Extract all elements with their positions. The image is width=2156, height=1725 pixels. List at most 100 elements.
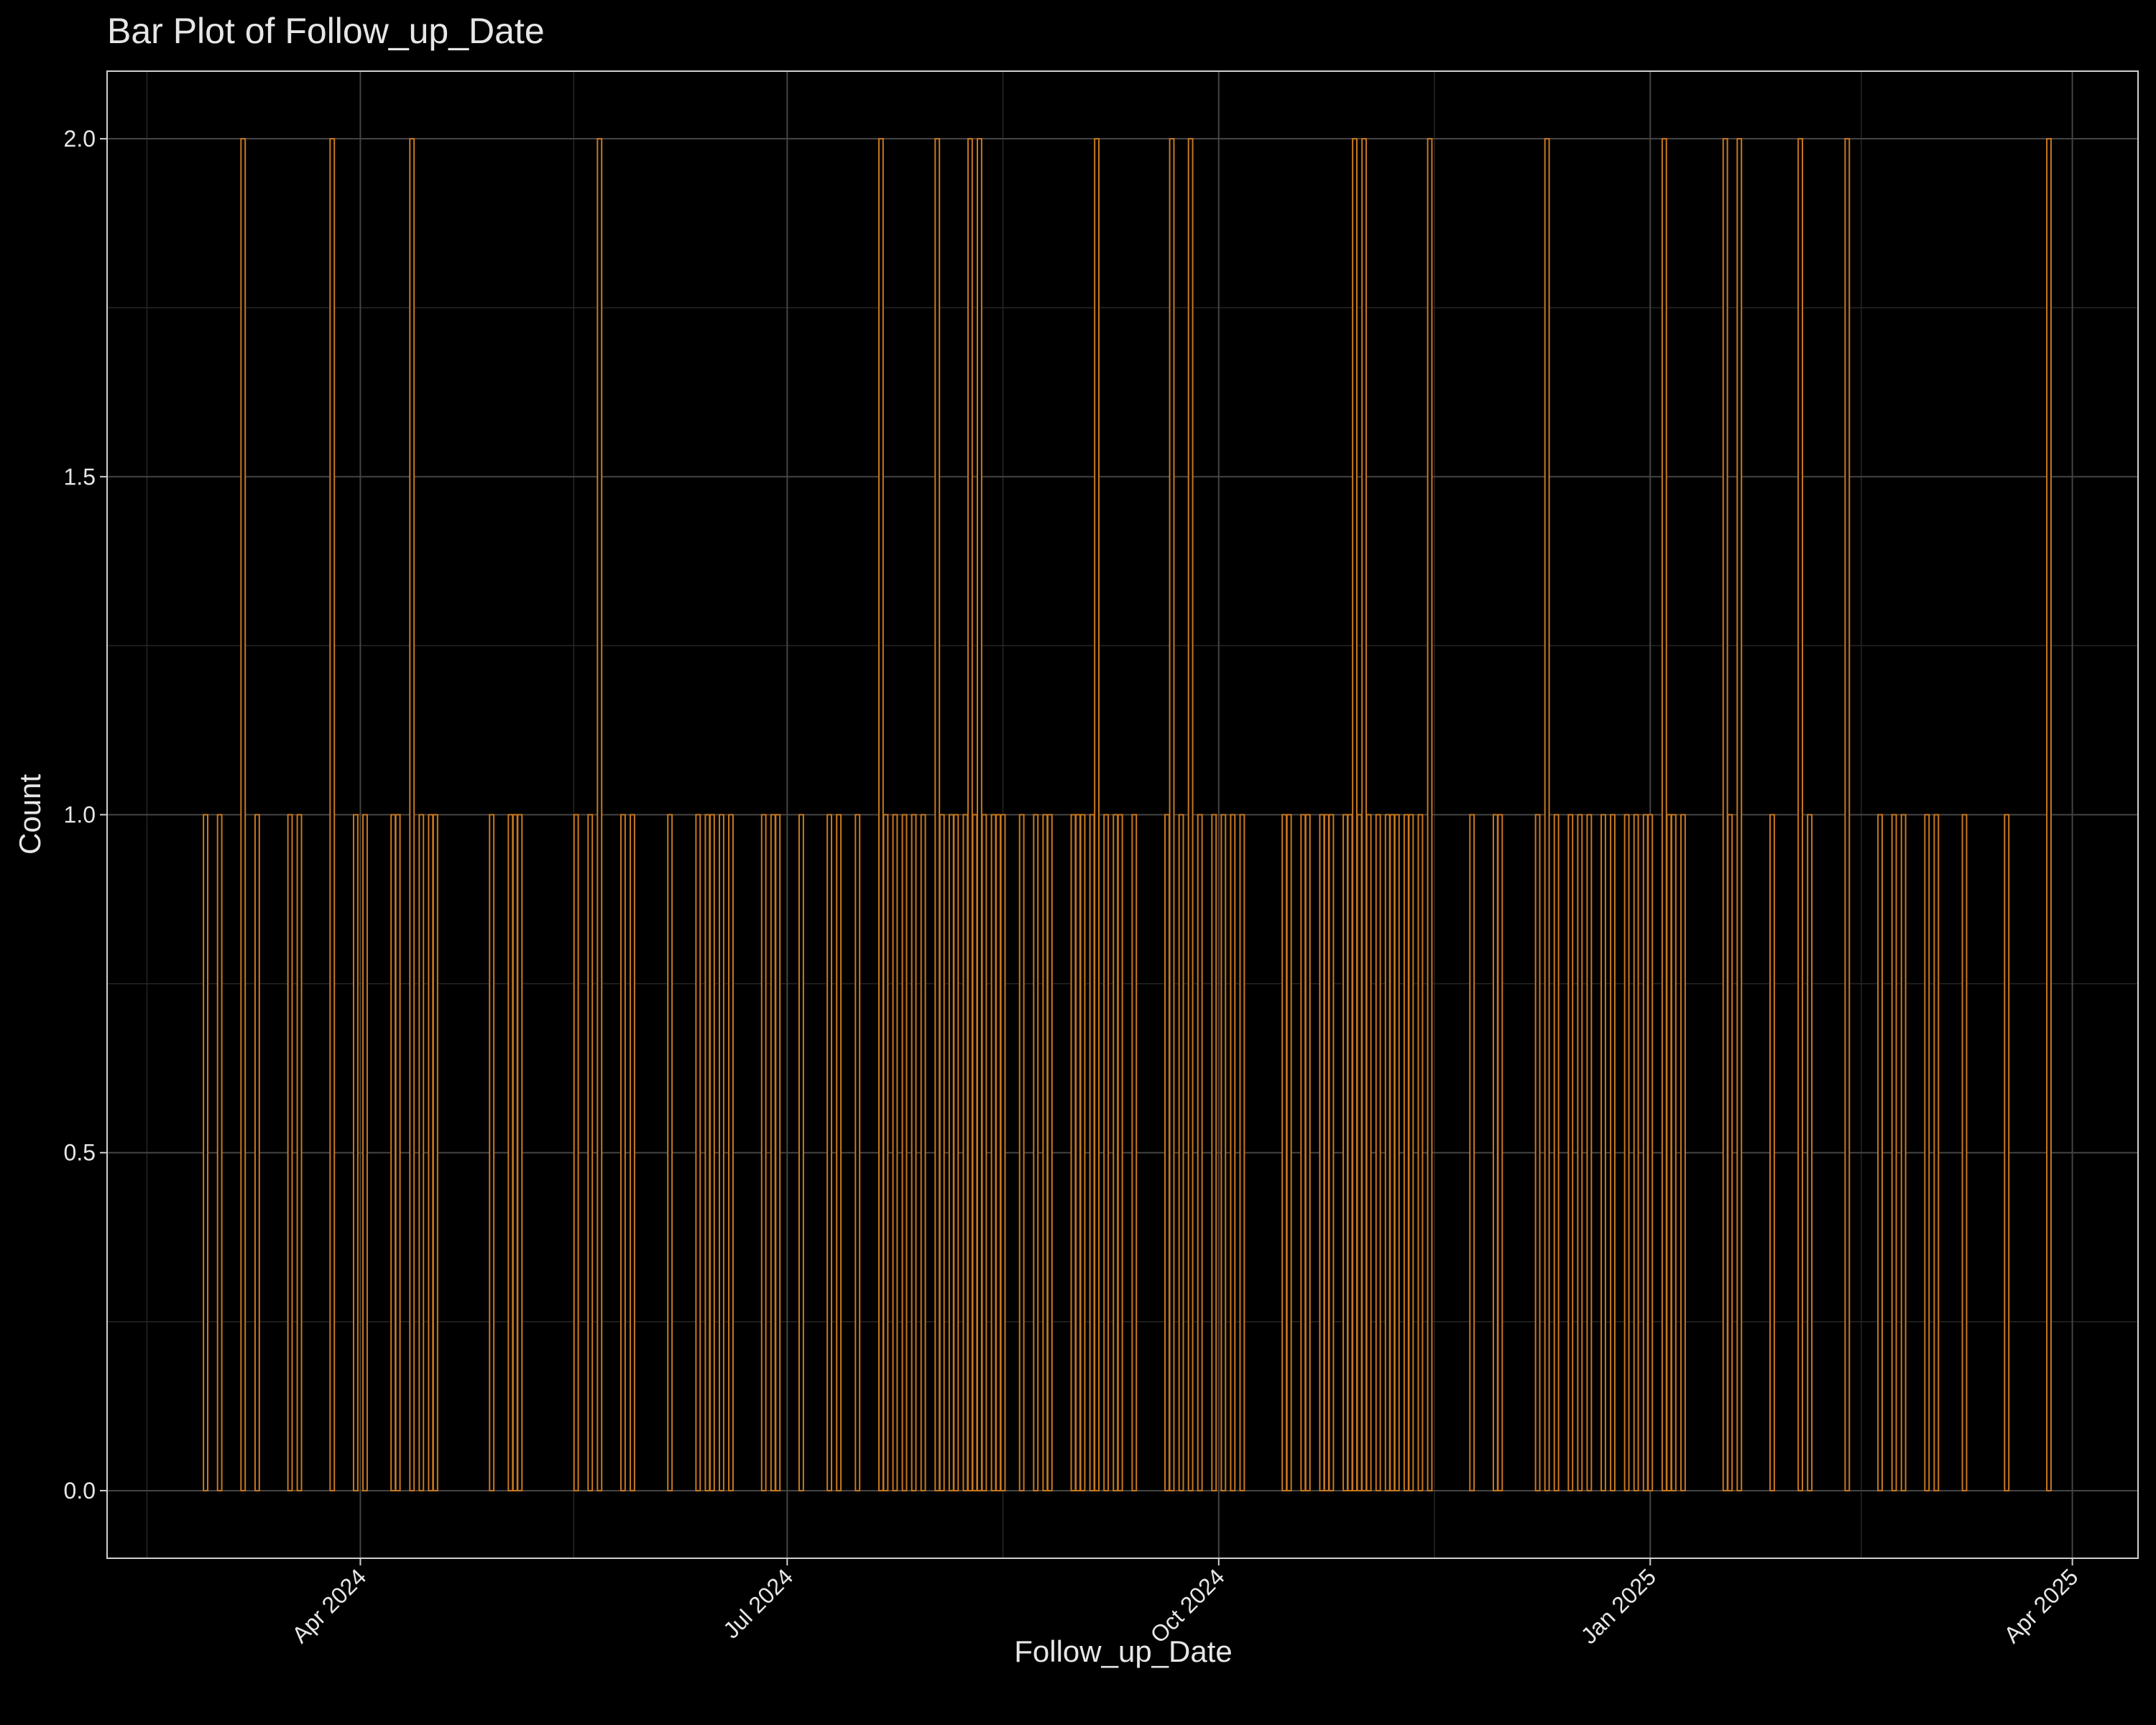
bar [409,138,415,1491]
bar [418,814,425,1491]
bar [995,814,1001,1491]
bar [1553,814,1560,1491]
bar [990,814,997,1491]
bar [1769,814,1775,1491]
bar [1623,814,1630,1491]
bar [1230,814,1236,1491]
bar [1797,138,1804,1491]
bar [1497,814,1503,1491]
bar [1891,814,1897,1491]
bar [1211,814,1217,1491]
bar [883,814,889,1491]
bar [972,814,978,1491]
bar [1567,814,1574,1491]
bar [1187,138,1194,1491]
bar [507,814,514,1491]
y-tick-label: 1.5 [64,464,96,489]
bar [1600,814,1606,1491]
bar [216,814,223,1491]
bar [1042,814,1049,1491]
bar [1352,138,1358,1491]
bar [1680,814,1686,1491]
bar [667,814,673,1491]
bar [329,138,336,1491]
bar [1933,814,1940,1491]
bar [1033,814,1039,1491]
bar [1393,814,1400,1491]
bar [709,814,715,1491]
bar [619,814,626,1491]
bar [2046,138,2052,1491]
y-tick-label: 2.0 [64,126,96,152]
bar [1403,814,1409,1491]
bar [1727,814,1733,1491]
bar [728,814,734,1491]
bar [695,814,701,1491]
bar [362,814,368,1491]
bar [953,814,959,1491]
bar [1220,814,1227,1491]
bar [1661,138,1667,1491]
bar [1666,814,1672,1491]
y-tick-label: 0.5 [64,1140,96,1166]
bar [1469,814,1475,1491]
bar [1112,814,1119,1491]
bar [1018,814,1025,1491]
bar [1722,138,1728,1491]
bar [760,814,767,1491]
bar [934,138,941,1491]
bar [1094,138,1100,1491]
bar [911,814,917,1491]
bar [1117,814,1123,1491]
bar [877,138,884,1491]
bar [1075,814,1081,1491]
bar [1384,814,1391,1491]
bar [1239,814,1245,1491]
bar [240,138,247,1491]
bar [826,814,833,1491]
bar [1131,814,1138,1491]
bar [1417,814,1424,1491]
bar [1000,814,1006,1491]
bar [1492,814,1498,1491]
bar [1089,814,1095,1491]
bar [1304,814,1311,1491]
bar [2004,814,2010,1491]
bar [1610,814,1616,1491]
bar [977,138,982,1491]
bar [1544,138,1550,1491]
bar [1586,814,1593,1491]
bar [1169,138,1175,1491]
bar [1633,814,1639,1491]
bar [352,814,359,1491]
bar [489,814,495,1491]
bar [1347,814,1353,1491]
bar [428,814,434,1491]
bar [1736,138,1743,1491]
y-axis-label: Count [13,774,47,855]
bar [1356,814,1363,1491]
bar [854,814,861,1491]
bar [587,814,594,1491]
bar [1807,814,1813,1491]
bar [287,814,293,1491]
bar [775,814,781,1491]
bar [1070,814,1077,1491]
bar [1103,814,1110,1491]
bar [798,814,804,1491]
bar [939,814,945,1491]
bar [390,814,397,1491]
bar [1427,138,1433,1491]
bar [981,814,987,1491]
bar [1924,814,1930,1491]
bar [1342,814,1348,1491]
bar [1361,138,1368,1491]
bar [719,814,724,1491]
bar [1408,814,1414,1491]
bar [948,814,954,1491]
bar [704,814,711,1491]
bar [1281,814,1288,1491]
bar [296,814,303,1491]
chart-title: Bar Plot of Follow_up_Date [107,11,545,51]
